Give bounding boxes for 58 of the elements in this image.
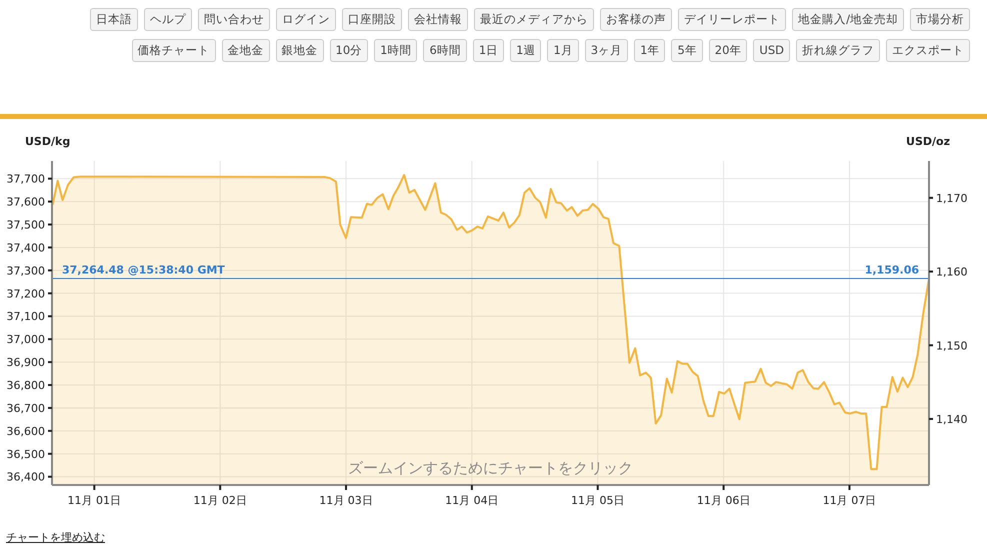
y2-axis-title: USD/oz [906,135,950,148]
x-tick-label: 11月 01日 [68,494,122,507]
x-tick-label: 11月 07日 [822,494,876,507]
y-tick-label: 37,600 [6,196,45,209]
y2-tick-label: 1,160 [936,266,968,279]
y-tick-label: 36,600 [6,424,45,438]
y-tick-label: 37,100 [6,310,45,324]
text: 5年 [671,39,703,62]
text: 地金購入/地金売却 [792,8,904,31]
text: ログイン [276,8,336,31]
x-tick-label: 11月 03日 [319,494,373,507]
text: 最近のメディアから [474,8,594,31]
y-tick-label: 37,200 [6,287,45,300]
text: 1週 [510,39,542,62]
y2-tick-label: 1,170 [936,192,968,205]
text: お客様の声 [600,8,672,31]
text: 20年 [708,39,748,62]
text: 価格チャート [132,39,216,62]
y-tick-label: 37,500 [6,218,45,232]
y-tick-label: 36,800 [6,379,45,392]
text: 1年 [634,39,666,62]
text: USD [753,39,790,62]
text: 折れ線グラフ [796,39,880,62]
y2-tick-label: 1,150 [936,339,968,352]
text: 日本語 [90,8,138,31]
text: チャートを埋め込む [6,530,105,545]
ref-line-label: 37,264.48 @15:38:40 GMT [62,264,226,277]
text: ヘルプ [144,8,192,31]
text: 3ヶ月 [584,39,628,62]
annotation: ズームインするためにチャートをクリック [348,459,633,477]
text: 10分 [330,39,368,62]
text: エクスポート [886,39,970,62]
x-tick-label: 11月 06日 [696,494,750,507]
text: 問い合わせ [198,8,270,31]
text: 金地金 [222,39,270,62]
y-tick-label: 36,400 [6,470,45,484]
text: 1日 [472,39,504,62]
text: 6時間 [423,39,467,62]
text: 銀地金 [276,39,324,62]
text: 会社情報 [408,8,468,31]
y2-tick-label: 1,140 [936,412,968,426]
x-tick-label: 11月 05日 [570,494,624,507]
y-tick-label: 37,400 [6,241,45,254]
x-tick-label: 11月 04日 [445,494,499,507]
text: デイリーレポート [678,8,786,31]
y-tick-label: 37,300 [6,264,45,278]
y-tick-label: 37,000 [6,333,45,346]
x-tick-label: 11月 02日 [193,494,247,507]
y-tick-label: 36,500 [6,448,45,461]
text: 口座開設 [342,8,402,31]
text: 市場分析 [910,8,970,31]
text: 1時間 [374,39,418,62]
text: 1月 [547,39,579,62]
y-tick-label: 36,700 [6,402,45,415]
y-tick-label: 37,700 [6,172,45,186]
y-tick-label: 36,900 [6,356,45,370]
annotation: 1,159.06 [864,264,920,277]
y-axis-title: USD/kg [25,135,70,148]
